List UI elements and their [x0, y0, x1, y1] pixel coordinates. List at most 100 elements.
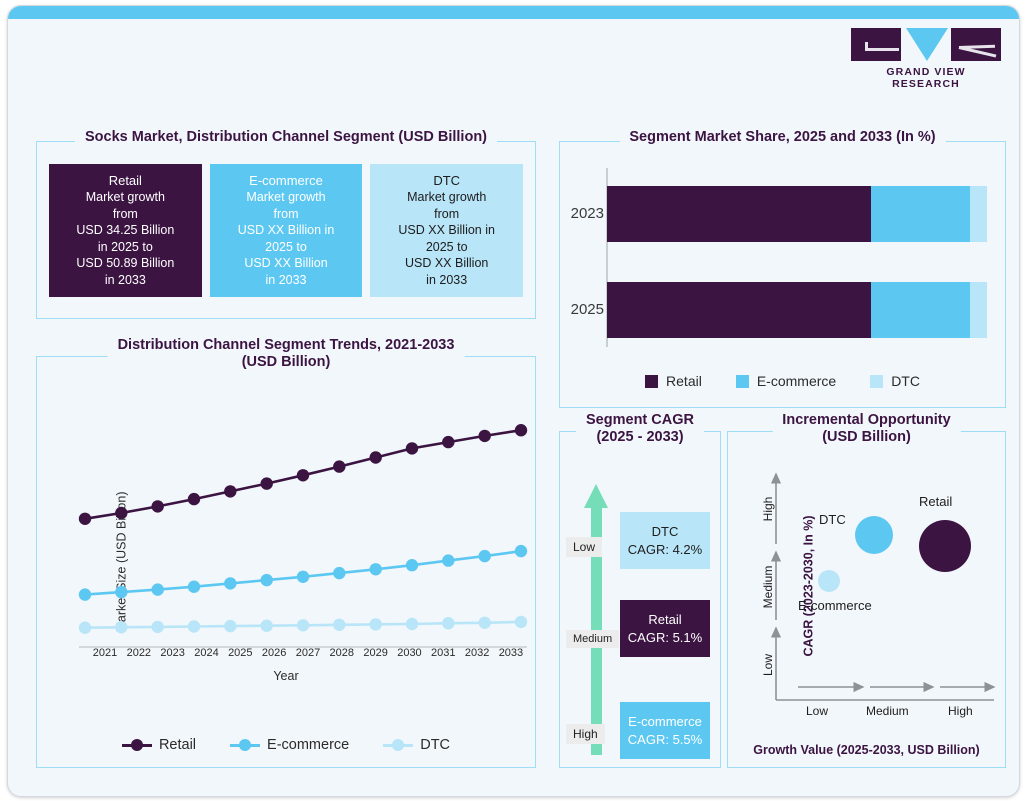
segment-card-retail-line3: USD 34.25 Billion	[76, 223, 175, 238]
trends-x-tick: 2026	[261, 647, 287, 659]
cagr-box-ecommerce-name: E-commerce	[628, 713, 702, 729]
legend-swatch-ecommerce-icon	[735, 374, 749, 388]
incremental-plot: High Medium Low Low Medium High Retail D…	[758, 472, 997, 718]
segment-card-retail-line4: in 2025 to	[97, 239, 153, 254]
incremental-y-tick-low: Low	[761, 654, 775, 677]
incremental-bubble-label-ecommerce: E-commerce	[798, 598, 872, 613]
trends-x-tick: 2024	[194, 647, 219, 659]
trends-legend-marker-ecommerce-icon	[230, 739, 261, 751]
market-share-row-label-2025: 2025	[570, 301, 604, 318]
segment-card-dtc-line1: Market growth	[407, 190, 487, 205]
incremental-x-tick-medium: Medium	[866, 704, 909, 718]
segment-card-retail-line2: from	[112, 206, 138, 221]
legend-swatch-dtc-icon	[870, 374, 884, 388]
cagr-box-retail: Retail CAGR: 5.1%	[620, 600, 710, 657]
logo-g-icon	[851, 28, 901, 61]
incremental-axes	[770, 472, 996, 701]
market-share-bar-2023	[607, 186, 987, 242]
legend-label-dtc: DTC	[891, 373, 920, 389]
trends-x-tick: 2025	[228, 647, 253, 659]
market-share-seg-dtc-2023	[969, 186, 987, 242]
incremental-panel-title: Incremental Opportunity (USD Billion)	[772, 412, 961, 446]
trends-legend-item-dtc: DTC	[383, 737, 450, 753]
logo-g-stem	[865, 42, 868, 51]
cagr-box-retail-name: Retail	[648, 611, 682, 627]
segment-card-dtc-line4: 2025 to	[425, 239, 468, 254]
segment-card-ecommerce-line1: Market growth	[246, 190, 326, 205]
grand-view-research-logo: GRAND VIEW RESEARCH	[851, 28, 1001, 90]
incremental-y-tick-high: High	[761, 496, 775, 522]
segment-card-retail-line1: Market growth	[85, 190, 165, 205]
segment-card-ecommerce: E-commerce Market growth from USD XX Bil…	[209, 164, 363, 297]
logo-g-bar	[865, 48, 899, 51]
market-share-row-label-2023: 2023	[570, 205, 604, 222]
market-share-y-axis	[606, 168, 608, 347]
incremental-panel-title-line2: (USD Billion)	[822, 429, 911, 445]
trends-x-tick: 2031	[431, 647, 456, 659]
segment-card-ecommerce-line2: from	[273, 206, 299, 221]
market-share-panel-title: Segment Market Share, 2025 and 2033 (In …	[619, 129, 946, 146]
market-share-legend-item-retail: Retail	[645, 373, 702, 389]
cagr-box-ecommerce: E-commerce CAGR: 5.5%	[620, 702, 710, 759]
trends-legend-marker-retail-icon	[121, 739, 152, 751]
trends-x-tick: 2028	[329, 647, 355, 659]
trends-x-tick-labels: 2021 2022 2023 2024 2025 2026 2027 2028 2029 2030…	[89, 647, 527, 659]
trends-x-tick: 2021	[92, 647, 118, 659]
incremental-bubble-ecommerce	[818, 570, 840, 592]
trends-x-tick: 2022	[126, 647, 152, 659]
cagr-box-ecommerce-value: CAGR: 5.5%	[627, 731, 703, 747]
segment-card-ecommerce-line6: in 2033	[265, 272, 307, 287]
segment-card-retail-line6: in 2033	[104, 272, 146, 287]
market-share-seg-ecommerce-2023	[871, 186, 970, 242]
trends-legend-marker-dtc-icon	[383, 739, 414, 751]
segment-card-dtc-name: DTC	[433, 172, 461, 188]
incremental-opportunity-panel: Incremental Opportunity (USD Billion) CA…	[727, 412, 1006, 768]
trends-points-retail	[78, 424, 528, 525]
legend-swatch-retail-icon	[645, 374, 659, 388]
incremental-x-tick-low-high: High	[948, 704, 973, 718]
cagr-level-high: High	[566, 724, 605, 744]
market-share-seg-retail-2025	[607, 282, 872, 338]
trends-legend: Retail E-commerce DTC	[37, 737, 535, 753]
cagr-box-retail-value: CAGR: 5.1%	[627, 629, 703, 645]
trends-x-tick: 2023	[160, 647, 185, 659]
top-accent-bar	[8, 6, 1019, 19]
segment-card-dtc-line5: USD XX Billion	[404, 256, 489, 271]
trends-x-tick: 2033	[498, 647, 524, 659]
segments-panel: Socks Market, Distribution Channel Segme…	[36, 129, 536, 319]
trends-line-chart	[78, 424, 528, 648]
market-share-legend: Retail E-commerce DTC	[560, 373, 1005, 389]
segment-card-ecommerce-line4: 2025 to	[265, 239, 307, 254]
trends-x-tick: 2027	[295, 647, 321, 659]
cagr-box-dtc: DTC CAGR: 4.2%	[620, 512, 710, 569]
cagr-box-dtc-name: DTC	[651, 523, 679, 539]
trends-panel-title-line2: (USD Billion)	[241, 354, 331, 370]
market-share-bar-2025	[607, 282, 987, 338]
legend-label-retail: Retail	[666, 373, 702, 389]
trends-legend-label-retail: Retail	[158, 737, 197, 753]
cagr-arrow-head	[584, 484, 608, 508]
segment-card-ecommerce-name: E-commerce	[249, 172, 323, 188]
incremental-bubble-label-retail: Retail	[919, 494, 953, 509]
infographic-frame: GRAND VIEW RESEARCH Socks Market, Distri…	[7, 5, 1020, 797]
segments-panel-title: Socks Market, Distribution Channel Segme…	[74, 129, 498, 146]
cagr-panel-title: Segment CAGR (2025 - 2033)	[576, 412, 704, 446]
incremental-x-axis-label: Growth Value (2025-2033, USD Billion)	[753, 743, 980, 757]
cagr-panel: Segment CAGR (2025 - 2033) Low Medium Hi…	[559, 412, 721, 768]
trends-x-axis-label: Year	[273, 669, 299, 683]
segment-card-dtc-line6: in 2033	[426, 272, 468, 287]
segment-card-retail: Retail Market growth from USD 34.25 Bill…	[49, 164, 202, 297]
trends-legend-item-retail: Retail	[121, 737, 197, 753]
segment-card-ecommerce-line5: USD XX Billion	[244, 256, 328, 271]
market-share-panel: Segment Market Share, 2025 and 2033 (In …	[559, 129, 1006, 408]
market-share-seg-dtc-2025	[969, 282, 987, 338]
legend-label-ecommerce: E-commerce	[756, 373, 837, 389]
market-share-seg-retail-2023	[607, 186, 872, 242]
cagr-level-low: Low	[566, 537, 603, 557]
segment-card-dtc: DTC Market growth from USD XX Billion in…	[370, 164, 524, 297]
market-share-legend-item-dtc: DTC	[870, 373, 920, 389]
trends-panel: Distribution Channel Segment Trends, 202…	[36, 337, 536, 768]
segment-card-retail-line5: USD 50.89 Billion	[76, 256, 175, 271]
incremental-bubble-dtc	[855, 516, 893, 554]
cagr-panel-title-line1: Segment CAGR	[586, 412, 694, 428]
